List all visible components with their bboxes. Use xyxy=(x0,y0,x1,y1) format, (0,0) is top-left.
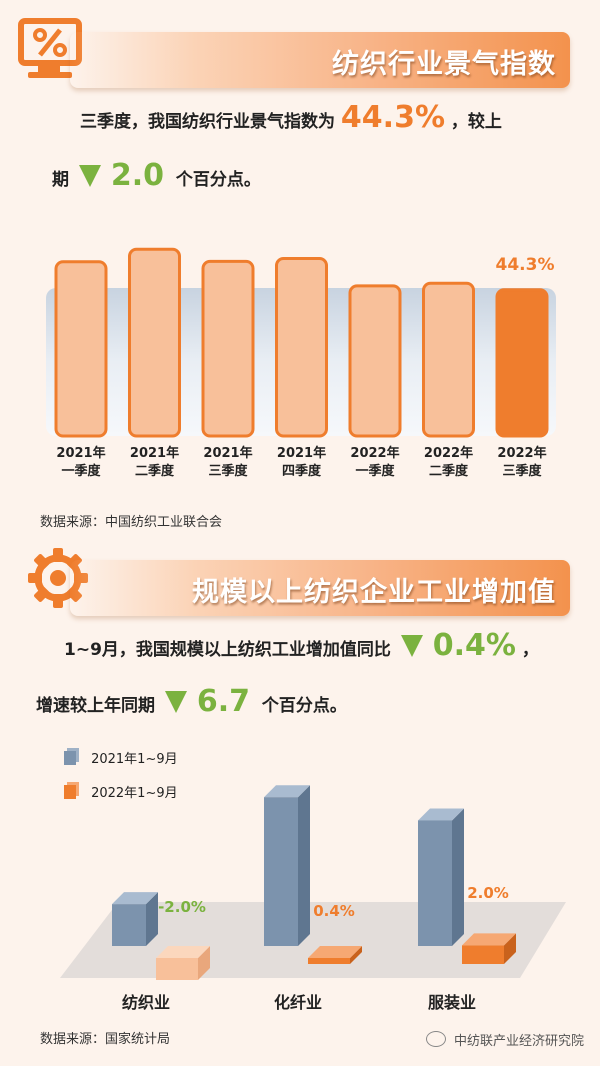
chart2-bar xyxy=(308,958,350,964)
chart1-bar xyxy=(275,256,328,438)
chart2-category-label: 化纤业 xyxy=(274,993,322,1012)
chart2-category-label: 服装业 xyxy=(428,993,476,1012)
chart1-tick-label: 二季度 xyxy=(135,463,175,479)
chart1-tick-label: 四季度 xyxy=(282,463,322,479)
section2-line1: 1~9月，我国规模以上纺织工业增加值同比 0.4% ， xyxy=(64,628,539,663)
chart2-bar-side xyxy=(298,785,310,946)
industry-growth-chart: -2.0% 纺织业 0.4% 化纤业 2.0% 服装业 xyxy=(60,785,566,1012)
section1-source: 数据来源：中国纺织工业联合会 xyxy=(40,515,223,530)
chart2-bar-side xyxy=(350,946,362,964)
section1-value: 44.3% xyxy=(340,100,445,135)
chart1-bar xyxy=(495,288,549,438)
legend-label-2022: 2022年1~9月 xyxy=(91,786,178,801)
chart1-bar xyxy=(348,284,402,438)
legend-swatch-2021 xyxy=(64,751,76,765)
chart1-tick-label: 2021年 xyxy=(277,445,326,461)
legend-swatch-2022 xyxy=(64,785,76,799)
chart1-data-label: 44.3% xyxy=(496,255,555,275)
chart1-tick-label: 三季度 xyxy=(208,463,248,479)
down-triangle-icon xyxy=(164,691,187,713)
chart1-tick-label: 2022年 xyxy=(424,445,473,461)
section2-title: 规模以上纺织企业工业增加值 xyxy=(192,577,556,608)
chart2-bar-side xyxy=(504,933,516,964)
section2-text-b: ， xyxy=(521,640,539,660)
chart2-bar-side xyxy=(146,892,158,946)
section1-text-d: 个百分点。 xyxy=(175,170,261,190)
down-triangle-icon xyxy=(78,165,101,187)
chart2-data-label: -2.0% xyxy=(158,898,206,916)
section2-banner: 规模以上纺织企业工业增加值 xyxy=(70,560,570,616)
chart2-bar-top xyxy=(308,946,362,958)
chart2-bar xyxy=(112,904,146,946)
watermark-text: 中纺联产业经济研究院 xyxy=(453,1034,584,1049)
chart1-tick-label: 2022年 xyxy=(350,445,399,461)
section1-text-c: 期 xyxy=(52,170,69,190)
wechat-icon xyxy=(425,1031,446,1047)
chart1-tick-label: 一季度 xyxy=(61,463,101,479)
section1-line1: 三季度，我国纺织行业景气指数为 44.3% ，较上 xyxy=(80,100,502,135)
section2-change-b: 6.7 xyxy=(196,684,250,719)
legend-item-2021: 2021年1~9月 xyxy=(64,748,178,776)
chart1-tick-label: 2021年 xyxy=(130,445,179,461)
chart2-category-label: 纺织业 xyxy=(122,993,170,1012)
chart2-bar-top xyxy=(264,785,310,798)
chart1-tick-label: 2021年 xyxy=(56,445,105,461)
legend-label-2021: 2021年1~9月 xyxy=(91,752,178,767)
chart2-bar-side xyxy=(198,946,210,980)
chart1-tick-label: 一季度 xyxy=(355,463,395,479)
chart1-bar xyxy=(54,260,108,438)
chart1-tick-label: 二季度 xyxy=(429,463,469,479)
chart2-data-label: 0.4% xyxy=(313,902,355,920)
section2-line2: 增速较上年同期 6.7 个百分点。 xyxy=(36,684,347,719)
chart2-bar xyxy=(418,820,452,946)
section1-text-a: 三季度，我国纺织行业景气指数为 xyxy=(80,112,335,132)
chart1-bar xyxy=(422,281,475,438)
section2-source: 数据来源：国家统计局 xyxy=(40,1032,171,1047)
chart1-tick-label: 2022年 xyxy=(497,445,546,461)
chart1-bar xyxy=(128,247,181,438)
legend-item-2022: 2022年1~9月 xyxy=(64,782,178,810)
chart2-bar xyxy=(156,958,198,980)
chart2-legend: 2021年1~9月 2022年1~9月 xyxy=(64,748,178,810)
section2-change-a: 0.4% xyxy=(432,628,516,663)
chart2-bar-top xyxy=(156,946,210,958)
section1-change: 2.0 xyxy=(110,158,164,193)
watermark: 中纺联产业经济研究院 xyxy=(425,1030,584,1049)
chart2-data-label: 2.0% xyxy=(467,884,509,902)
section1-banner: 纺织行业景气指数 xyxy=(70,32,570,88)
chart1-tick-label: 三季度 xyxy=(502,463,542,479)
section1-line2: 期 2.0 个百分点。 xyxy=(52,158,261,193)
section1-title: 纺织行业景气指数 xyxy=(332,49,556,80)
chart2-bar-side xyxy=(452,808,464,946)
section1-text-b: ，较上 xyxy=(450,112,502,132)
section2-text-c: 增速较上年同期 xyxy=(36,696,155,716)
chart2-bar-top xyxy=(462,933,516,946)
down-triangle-icon xyxy=(400,635,423,657)
chart1-bar xyxy=(201,259,255,438)
section2-text-a: 1~9月，我国规模以上纺织工业增加值同比 xyxy=(64,640,391,660)
chart2-bar xyxy=(264,797,298,946)
chart2-bar xyxy=(462,945,504,964)
chart2-bar-top xyxy=(112,892,158,905)
section2-text-d: 个百分点。 xyxy=(261,696,347,716)
chart1-tick-label: 2021年 xyxy=(203,445,252,461)
chart2-bar-top xyxy=(418,808,464,821)
